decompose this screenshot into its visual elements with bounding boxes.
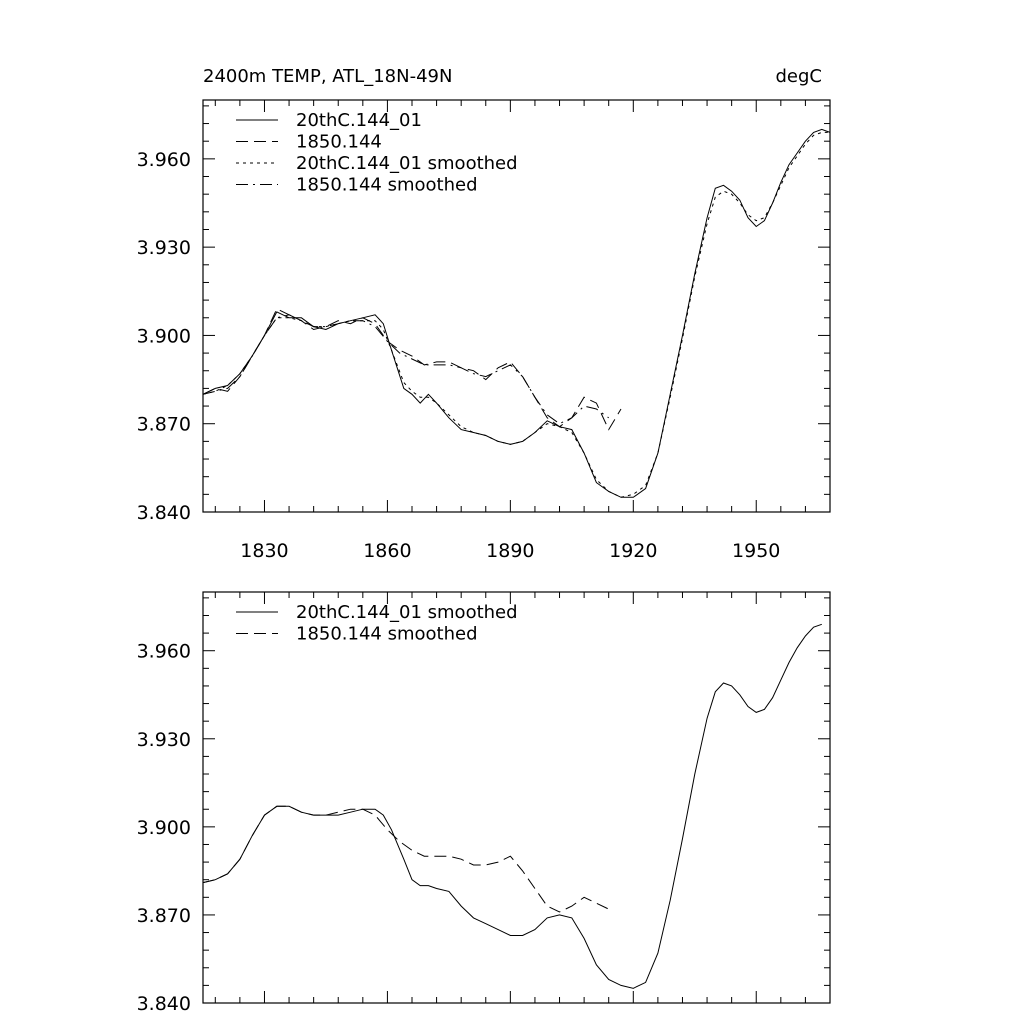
x-tick-label: 1860 xyxy=(363,540,411,562)
series-line-1 xyxy=(202,623,822,989)
y-tick-label: 3.840 xyxy=(137,993,191,1015)
chart-panel-1: 3.840 3.870 3.900 3.930 3.960 1830 1860 1890 192… xyxy=(137,66,831,562)
legend-label: 20thC.144_01 xyxy=(296,110,422,131)
y-tick-label: 3.870 xyxy=(137,905,191,927)
legend-label: 20thC.144_01 smoothed xyxy=(296,602,518,623)
legend-label: 1850.144 smoothed xyxy=(296,624,478,645)
y-tick-label: 3.840 xyxy=(137,502,191,524)
y-tick-label: 3.900 xyxy=(137,325,191,347)
series-line-2 xyxy=(202,308,622,431)
x-tick-label: 1920 xyxy=(609,540,657,562)
legend-label: 1850.144 xyxy=(296,132,382,153)
x-tick-label: 1950 xyxy=(732,540,780,562)
series-line-4 xyxy=(202,314,609,425)
units-label: degC xyxy=(776,66,823,87)
x-tick-label: 1890 xyxy=(486,540,534,562)
y-tick-label: 3.960 xyxy=(137,149,191,171)
legend-label: 1850.144 smoothed xyxy=(296,175,478,196)
plot-frame xyxy=(202,99,831,513)
series-line-2 xyxy=(202,805,609,913)
series-line-3 xyxy=(202,131,830,498)
x-tick-label: 1830 xyxy=(240,540,288,562)
chart-panel-2: 3.840 3.870 3.900 3.930 3.960 20thC.144_01 sm… xyxy=(137,591,831,1015)
y-tick-label: 3.900 xyxy=(137,817,191,839)
y-tick-label: 3.930 xyxy=(137,729,191,751)
plot-frame xyxy=(202,591,831,1004)
chart-title: 2400m TEMP, ATL_18N-49N xyxy=(203,66,452,87)
legend-label: 20thC.144_01 smoothed xyxy=(296,153,518,174)
y-tick-label: 3.960 xyxy=(137,641,191,663)
y-tick-label: 3.870 xyxy=(137,414,191,436)
y-tick-label: 3.930 xyxy=(137,237,191,259)
